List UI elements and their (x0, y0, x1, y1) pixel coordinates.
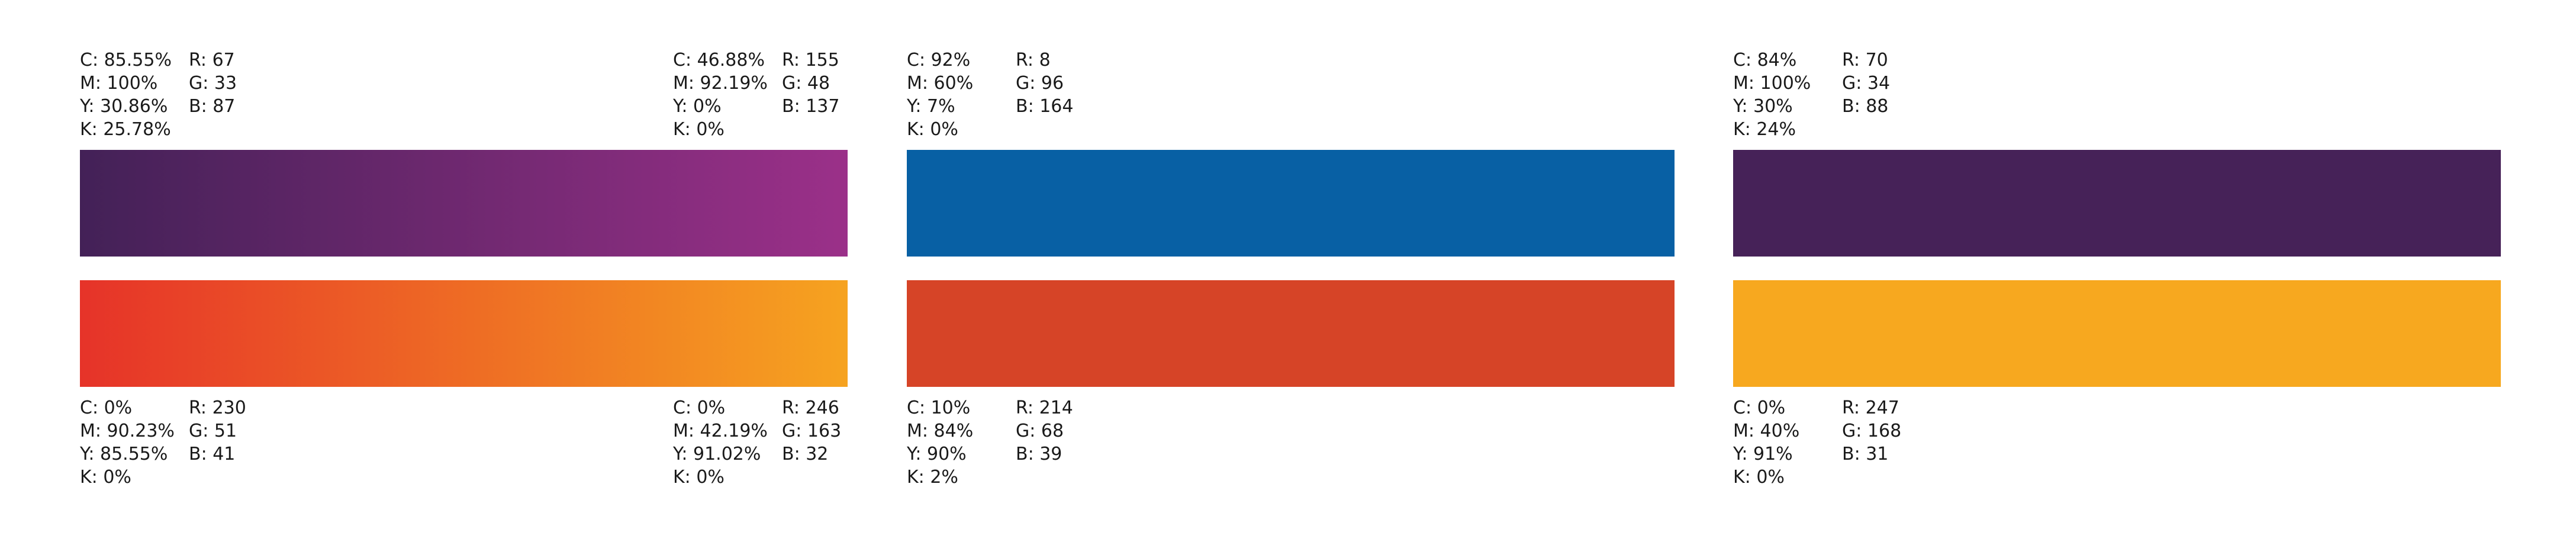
cmyk-k: K: 24% (1733, 119, 1796, 140)
rgb-g: G: 48 (782, 73, 830, 94)
rgb-b: B: 164 (1016, 96, 1074, 117)
rgb-r: R: 70 (1842, 50, 1888, 70)
cmyk-m: M: 100% (80, 73, 158, 94)
rgb-b: B: 41 (189, 444, 236, 464)
rgb-r: R: 246 (782, 398, 839, 418)
cmyk-c: C: 0% (80, 398, 133, 418)
cmyk-c: C: 84% (1733, 50, 1797, 70)
rgb-g: G: 68 (1016, 421, 1064, 441)
cmyk-k: K: 2% (907, 467, 958, 488)
rgb-r: R: 155 (782, 50, 839, 70)
rgb-r: R: 230 (189, 398, 246, 418)
color-spec-yellow: C: 0% R: 247 M: 40% G: 168 Y: 91% B: 31 K: … (1733, 396, 1901, 489)
cmyk-y: Y: 91% (1733, 444, 1793, 464)
blue-swatch (907, 150, 1675, 257)
color-spec-dark-purple: C: 84% R: 70 M: 100% G: 34 Y: 30% B: 88 K: … (1733, 49, 1890, 141)
rgb-r: R: 247 (1842, 398, 1899, 418)
cmyk-y: Y: 30% (1733, 96, 1793, 117)
rgb-b: B: 39 (1016, 444, 1062, 464)
color-spec-purple-gradient-end: C: 46.88% R: 155 M: 92.19% G: 48 Y: 0% B: 1… (673, 49, 840, 141)
dark-purple-swatch (1733, 150, 2501, 257)
rgb-g: G: 163 (782, 421, 842, 441)
rgb-g: G: 33 (189, 73, 237, 94)
rgb-g: G: 168 (1842, 421, 1902, 441)
rgb-b: B: 87 (189, 96, 236, 117)
cmyk-c: C: 10% (907, 398, 971, 418)
cmyk-m: M: 60% (907, 73, 974, 94)
cmyk-y: Y: 0% (673, 96, 722, 117)
cmyk-k: K: 0% (673, 467, 724, 488)
cmyk-k: K: 25.78% (80, 119, 171, 140)
cmyk-y: Y: 7% (907, 96, 955, 117)
cmyk-c: C: 0% (673, 398, 726, 418)
cmyk-m: M: 84% (907, 421, 974, 441)
orange-gradient-swatch (80, 280, 848, 387)
cmyk-y: Y: 90% (907, 444, 967, 464)
cmyk-y: Y: 91.02% (673, 444, 761, 464)
cmyk-k: K: 0% (1733, 467, 1785, 488)
rgb-b: B: 32 (782, 444, 829, 464)
cmyk-k: K: 0% (673, 119, 724, 140)
rgb-b: B: 88 (1842, 96, 1889, 117)
rgb-r: R: 67 (189, 50, 235, 70)
rgb-r: R: 8 (1016, 50, 1051, 70)
red-swatch (907, 280, 1675, 387)
cmyk-m: M: 100% (1733, 73, 1811, 94)
cmyk-c: C: 46.88% (673, 50, 765, 70)
rgb-g: G: 34 (1842, 73, 1891, 94)
cmyk-k: K: 0% (907, 119, 958, 140)
color-spec-orange-gradient-start: C: 0% R: 230 M: 90.23% G: 51 Y: 85.55% B: 4… (80, 396, 246, 489)
color-spec-orange-gradient-end: C: 0% R: 246 M: 42.19% G: 163 Y: 91.02% B: … (673, 396, 841, 489)
cmyk-m: M: 90.23% (80, 421, 175, 441)
color-spec-purple-gradient-start: C: 85.55% R: 67 M: 100% G: 33 Y: 30.86% B: … (80, 49, 237, 141)
color-spec-blue: C: 92% R: 8 M: 60% G: 96 Y: 7% B: 164 K: 0% (907, 49, 1074, 141)
rgb-g: G: 51 (189, 421, 237, 441)
purple-gradient-swatch (80, 150, 848, 257)
cmyk-y: Y: 30.86% (80, 96, 168, 117)
cmyk-c: C: 0% (1733, 398, 1786, 418)
cmyk-y: Y: 85.55% (80, 444, 168, 464)
cmyk-m: M: 42.19% (673, 421, 768, 441)
cmyk-c: C: 92% (907, 50, 971, 70)
cmyk-m: M: 92.19% (673, 73, 768, 94)
yellow-swatch (1733, 280, 2501, 387)
rgb-b: B: 31 (1842, 444, 1889, 464)
cmyk-m: M: 40% (1733, 421, 1800, 441)
cmyk-k: K: 0% (80, 467, 131, 488)
color-spec-red: C: 10% R: 214 M: 84% G: 68 Y: 90% B: 39 K: … (907, 396, 1073, 489)
rgb-r: R: 214 (1016, 398, 1073, 418)
cmyk-c: C: 85.55% (80, 50, 172, 70)
rgb-b: B: 137 (782, 96, 840, 117)
rgb-g: G: 96 (1016, 73, 1064, 94)
